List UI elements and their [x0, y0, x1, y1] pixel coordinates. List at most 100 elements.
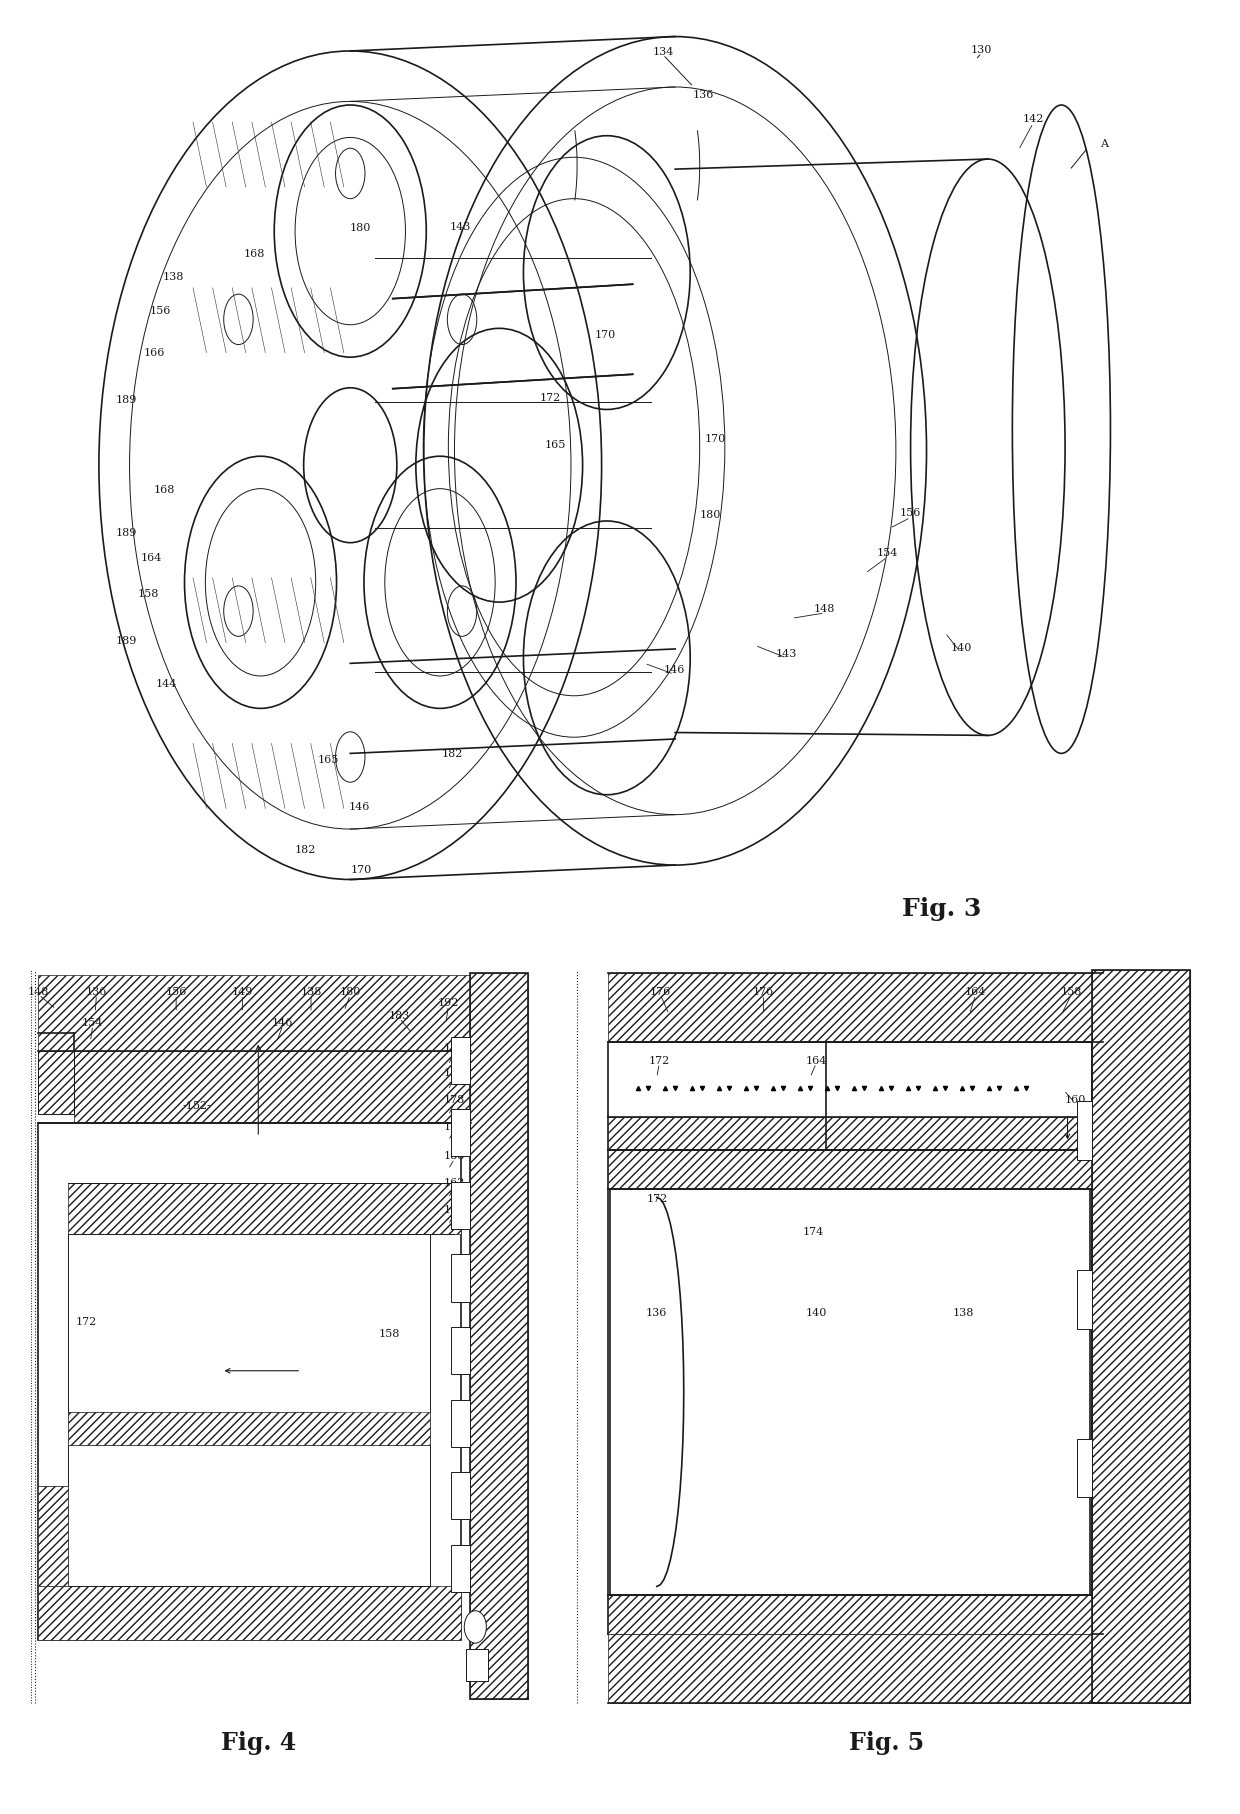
Bar	[37, 1487, 68, 1585]
Bar	[68, 1183, 460, 1234]
Bar	[608, 1117, 1092, 1150]
Text: 160: 160	[1064, 1094, 1085, 1105]
Text: 138: 138	[300, 987, 321, 996]
Bar	[74, 1050, 486, 1123]
Bar	[68, 1413, 430, 1446]
Text: 164: 164	[806, 1056, 827, 1065]
Bar	[465, 1649, 487, 1682]
Text: A: A	[1100, 138, 1109, 149]
Circle shape	[464, 1611, 486, 1643]
Bar	[37, 1050, 74, 1114]
Text: 136: 136	[86, 987, 107, 996]
Text: 148: 148	[29, 987, 50, 996]
Text: 166: 166	[144, 348, 165, 357]
Bar	[610, 1190, 1090, 1595]
Bar	[37, 976, 480, 1050]
Text: 134: 134	[652, 47, 673, 56]
Text: 189: 189	[444, 1121, 465, 1132]
Text: 144: 144	[156, 678, 177, 689]
Bar	[68, 1234, 430, 1585]
Text: 164: 164	[141, 553, 162, 562]
Text: Fig. 4: Fig. 4	[221, 1731, 296, 1754]
Text: 184: 184	[444, 1068, 465, 1078]
Text: 158: 158	[138, 590, 159, 599]
Text: 130: 130	[971, 45, 992, 54]
Text: 146: 146	[348, 802, 370, 811]
Text: 189: 189	[115, 394, 136, 405]
Text: 158: 158	[1060, 987, 1081, 996]
Text: 136: 136	[693, 91, 714, 100]
Text: 172: 172	[646, 1194, 667, 1204]
Text: 148: 148	[815, 604, 836, 613]
Bar	[470, 974, 528, 1700]
Text: -152-: -152-	[182, 1099, 212, 1110]
Text: 188: 188	[444, 1150, 465, 1161]
Text: 154: 154	[877, 548, 898, 557]
Bar	[451, 1400, 470, 1448]
Bar	[37, 1123, 460, 1640]
Text: 192: 192	[438, 998, 459, 1007]
Text: 138: 138	[952, 1308, 973, 1317]
Bar	[608, 1150, 1092, 1190]
Text: 176: 176	[753, 987, 774, 996]
Bar	[1092, 970, 1190, 1703]
Bar	[608, 974, 1104, 1041]
Text: 182: 182	[441, 749, 463, 758]
Text: 143: 143	[776, 648, 797, 658]
Bar	[608, 1041, 1092, 1634]
Text: 170: 170	[351, 863, 372, 874]
Bar	[608, 1634, 1104, 1703]
Text: 165: 165	[544, 439, 565, 450]
Bar	[1092, 970, 1190, 1703]
Text: 140: 140	[806, 1308, 827, 1317]
Text: 146: 146	[272, 1018, 294, 1027]
Text: 186: 186	[444, 1043, 465, 1052]
Text: 168: 168	[154, 484, 175, 495]
Text: 142: 142	[1023, 114, 1044, 123]
Text: 180: 180	[340, 987, 361, 996]
Text: 165: 165	[317, 755, 339, 764]
Text: 170: 170	[706, 434, 727, 444]
Text: 156: 156	[150, 307, 171, 316]
Bar	[37, 1487, 68, 1585]
Bar	[37, 1585, 460, 1640]
Text: 156: 156	[900, 508, 921, 517]
Bar	[451, 1328, 470, 1375]
Text: 149: 149	[232, 987, 253, 996]
Bar	[451, 1110, 470, 1157]
Bar	[451, 1473, 470, 1520]
Text: 176: 176	[650, 987, 671, 996]
Text: 154: 154	[82, 1018, 103, 1027]
Text: 138: 138	[162, 272, 185, 281]
Text: 164: 164	[444, 1204, 465, 1214]
Bar	[37, 1050, 74, 1114]
Bar	[608, 1595, 1092, 1634]
Bar	[451, 1183, 470, 1230]
Text: 158: 158	[378, 1328, 401, 1339]
Text: 183: 183	[388, 1010, 410, 1019]
Text: 136: 136	[646, 1308, 667, 1317]
Text: 168: 168	[244, 249, 265, 259]
Text: 170: 170	[595, 330, 616, 339]
Text: 146: 146	[663, 664, 684, 675]
Bar	[451, 1038, 470, 1085]
Bar	[1078, 1101, 1092, 1161]
Text: 172: 172	[649, 1056, 670, 1065]
Bar	[470, 974, 528, 1700]
Text: 180: 180	[701, 510, 722, 519]
Text: 189: 189	[115, 635, 136, 646]
Text: 174: 174	[804, 1226, 825, 1235]
Text: 162: 162	[444, 1177, 465, 1188]
Bar	[1078, 1439, 1092, 1498]
Text: 178: 178	[444, 1094, 465, 1105]
Text: Fig. 5: Fig. 5	[849, 1731, 924, 1754]
Bar	[1078, 1270, 1092, 1330]
Text: 143: 143	[450, 221, 471, 232]
Bar	[451, 1546, 470, 1593]
Text: 164: 164	[965, 987, 986, 996]
Text: Fig. 3: Fig. 3	[901, 896, 981, 920]
Text: 156: 156	[165, 987, 187, 996]
Text: 172: 172	[76, 1315, 97, 1326]
Text: 172: 172	[539, 392, 560, 403]
Text: 189: 189	[115, 528, 136, 537]
